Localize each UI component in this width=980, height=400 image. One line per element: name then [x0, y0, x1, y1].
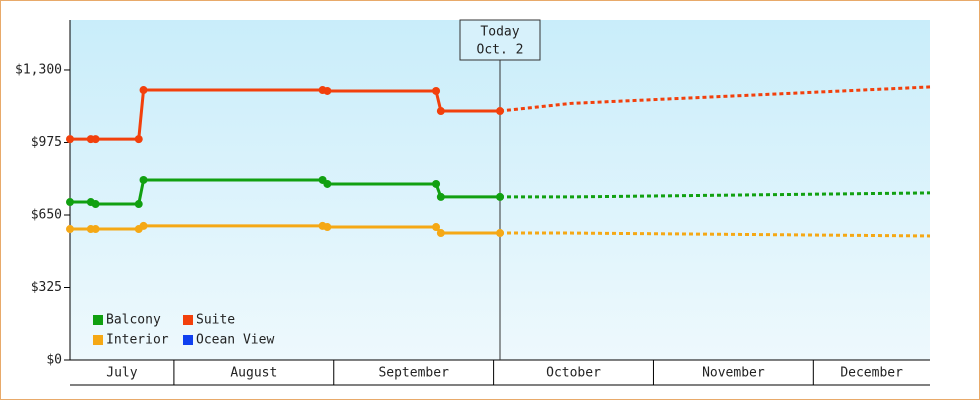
point: [496, 229, 504, 238]
legend-swatch: [93, 315, 103, 325]
x-tick-label: August: [230, 366, 277, 381]
x-tick-label: September: [378, 366, 449, 381]
point: [91, 135, 100, 144]
today-box: [459, 19, 541, 61]
point: [66, 225, 74, 234]
y-tick-label: $0: [46, 353, 62, 368]
point: [66, 198, 74, 207]
point: [139, 175, 148, 184]
point: [436, 107, 445, 116]
x-tick-label: July: [106, 366, 137, 381]
point: [134, 135, 143, 144]
today-title: Today: [480, 25, 519, 40]
point: [134, 200, 143, 209]
legend-label: Interior: [106, 333, 169, 348]
point: [496, 107, 504, 116]
y-tick-label: $650: [31, 207, 62, 222]
point: [323, 179, 332, 188]
x-tick-label: November: [702, 366, 765, 381]
point: [91, 225, 100, 234]
point: [91, 200, 100, 209]
forecast-line: [500, 231, 931, 238]
y-tick-label: $975: [31, 135, 62, 150]
point: [432, 223, 441, 232]
point: [436, 192, 445, 201]
forecast-line: [500, 191, 931, 199]
point: [436, 229, 445, 238]
point: [323, 86, 332, 95]
y-tick-label: $325: [31, 280, 62, 295]
point: [432, 86, 441, 95]
legend-label: Ocean View: [196, 333, 274, 348]
point: [496, 192, 504, 201]
x-tick-label: December: [840, 366, 903, 381]
y-tick-label: $1,300: [15, 62, 62, 77]
x-tick-label: October: [546, 366, 601, 381]
legend-label: Balcony: [106, 313, 161, 328]
point: [139, 221, 148, 230]
legend-swatch: [183, 315, 193, 325]
point: [139, 86, 148, 95]
today-label: Oct. 2: [477, 43, 524, 58]
point: [323, 223, 332, 232]
legend-swatch: [183, 335, 193, 345]
point: [432, 179, 441, 188]
legend-label: Suite: [196, 313, 235, 328]
point: [66, 135, 74, 144]
legend-swatch: [93, 335, 103, 345]
forecast-line: [499, 85, 931, 113]
